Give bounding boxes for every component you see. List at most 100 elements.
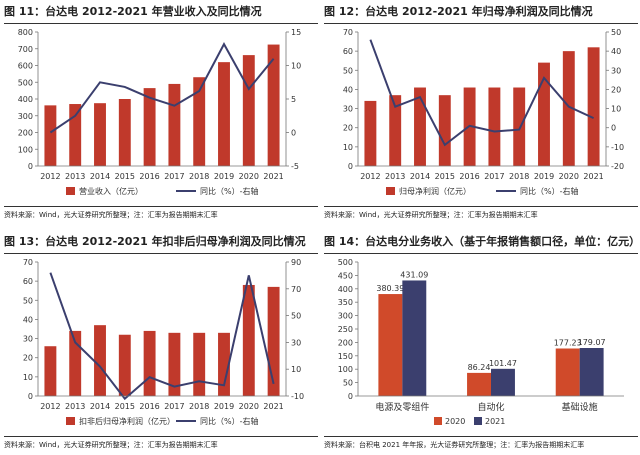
chart-title: 图 12：台达电 2012-2021 年归母净利润及同比情况 (324, 5, 593, 18)
y-tick-label-right: 15 (291, 28, 301, 37)
bar (94, 103, 106, 166)
y-tick-label-left: 300 (338, 312, 353, 321)
bar (267, 44, 280, 166)
y-tick-label-left: 40 (343, 85, 353, 94)
x-tick-label: 2012 (360, 172, 380, 181)
x-tick-label: 2018 (189, 172, 209, 181)
x-tick-label: 2013 (385, 172, 405, 181)
bar (143, 330, 156, 396)
x-tick-label: 2016 (459, 172, 479, 181)
x-tick-label: 2015 (115, 402, 135, 411)
x-tick-label: 2015 (435, 172, 455, 181)
y-tick-label-left: 10 (23, 373, 33, 382)
x-tick-label: 2021 (263, 402, 283, 411)
chart-title: 图 14：台达电分业务收入（基于年报销售额口径，单位：亿元） (324, 235, 640, 248)
bar (267, 286, 280, 396)
legend-swatch-bar (66, 417, 75, 425)
y-tick-label-right: 30 (291, 338, 301, 347)
data-label: 177.23 (554, 339, 582, 348)
bar (402, 280, 427, 396)
source-note: 资料来源：Wind，光大证券研究所整理；注：汇率为报告期期末汇率 (324, 211, 538, 219)
y-tick-label-left: 250 (338, 325, 353, 334)
legend-label-line: 同比（%）-右轴 (200, 416, 259, 426)
chart-title: 图 13：台达电 2012-2021 年扣非后归母净利润及同比情况 (4, 235, 306, 248)
x-tick-label: 电源及零组件 (375, 401, 429, 413)
source-rule (324, 436, 638, 437)
x-tick-label: 2013 (65, 402, 85, 411)
y-tick-label-left: 70 (343, 28, 353, 37)
x-tick-label: 2014 (90, 402, 110, 411)
y-tick-label-right: 5 (291, 95, 296, 104)
x-tick-label: 自动化 (477, 401, 504, 413)
bar (94, 325, 106, 396)
bar (562, 51, 575, 167)
x-tick-label: 基础设施 (562, 401, 598, 413)
y-tick-label-right: -20 (611, 162, 624, 171)
legend-label-bar: 归母净利润（亿元） (399, 186, 471, 196)
legend-label-2021: 2021 (485, 417, 505, 426)
deducted-profit-chart: 0 10 20 30 40 50 60 70 -10 10 30 50 70 90 2012 2013 2014… (23, 258, 304, 426)
data-label: 380.39 (376, 284, 404, 293)
y-tick-label-right: 10 (611, 105, 621, 114)
y-tick-label-right: 90 (291, 258, 301, 267)
y-tick-label-left: 450 (338, 271, 353, 280)
source-rule (324, 206, 638, 207)
legend-label-line: 同比（%）-右轴 (520, 186, 579, 196)
data-label: 431.09 (400, 270, 428, 279)
net-profit-chart: 0 10 20 30 40 50 60 70 -20 -10 0 10 20 30 40 50 2012 2013… (343, 28, 624, 196)
source-note: 资料来源：Wind，光大证券研究所整理；注：汇率为报告期期末汇率 (4, 211, 218, 219)
y-tick-label-left: 600 (18, 62, 33, 71)
y-tick-label-left: 800 (18, 28, 33, 37)
bar (414, 87, 426, 166)
panel-net-profit: 图 12：台达电 2012-2021 年归母净利润及同比情况 0 10 20 30 40… (324, 2, 638, 224)
y-tick-label-left: 400 (338, 285, 353, 294)
source-rule (4, 436, 318, 437)
x-tick-label: 2019 (214, 172, 234, 181)
legend-swatch-2021 (474, 417, 482, 425)
source-rule (4, 206, 318, 207)
y-tick-label-right: 50 (611, 28, 621, 37)
bar (587, 47, 600, 166)
y-tick-label-right: 0 (611, 124, 616, 133)
x-tick-label: 2021 (583, 172, 603, 181)
x-tick-label: 2020 (239, 402, 259, 411)
y-tick-label-left: 30 (343, 105, 353, 114)
y-tick-label-left: 50 (23, 296, 33, 305)
x-tick-label: 2019 (534, 172, 554, 181)
source-note: 资料来源：台积电 2021 年年报，光大证券研究所整理；注：汇率为报告期期末汇率 (324, 441, 585, 449)
bar (118, 334, 131, 396)
y-tick-label-right: -5 (291, 162, 299, 171)
panel-deducted-profit: 图 13：台达电 2012-2021 年扣非后归母净利润及同比情况 0 10 20 3… (4, 232, 318, 454)
data-label: 101.47 (489, 359, 517, 368)
y-tick-label-left: 100 (18, 145, 33, 154)
legend-swatch-bar (386, 187, 395, 195)
data-label: 179.07 (578, 338, 606, 347)
y-tick-label-right: 10 (291, 62, 301, 71)
legend-swatch-2020 (434, 417, 442, 425)
x-tick-label: 2020 (559, 172, 579, 181)
bar (218, 332, 230, 396)
y-tick-label-left: 0 (28, 162, 33, 171)
panel-revenue: 图 11：台达电 2012-2021 年营业收入及同比情况 0 100 200 300… (4, 2, 318, 224)
y-tick-label-left: 100 (338, 365, 353, 374)
y-tick-label-left: 200 (18, 129, 33, 138)
line-series (49, 41, 275, 134)
title-rule (324, 253, 638, 254)
y-tick-label-left: 400 (18, 95, 33, 104)
y-tick-label-left: 60 (343, 47, 353, 56)
y-tick-label-left: 50 (343, 379, 353, 388)
y-tick-label-left: 60 (23, 277, 33, 286)
bar (168, 83, 181, 166)
y-tick-label-left: 500 (18, 78, 33, 87)
legend-label-bar: 扣非后归母净利润（亿元） (79, 416, 175, 426)
segment-revenue-chart: 0 50 100 150 200 250 300 350 400 450 500 380.39 86.2… (338, 258, 624, 426)
y-tick-label-right: 20 (611, 85, 621, 94)
x-tick-label: 2020 (239, 172, 259, 181)
y-tick-label-right: -10 (291, 392, 304, 401)
bar (555, 348, 580, 396)
bar (193, 332, 206, 396)
y-tick-label-right: 10 (291, 365, 301, 374)
line-series (49, 272, 275, 401)
revenue-chart: 0 100 200 300 400 500 600 700 800 -5 0 5 10 15 2012 201… (18, 28, 301, 196)
y-tick-label-left: 0 (348, 162, 353, 171)
